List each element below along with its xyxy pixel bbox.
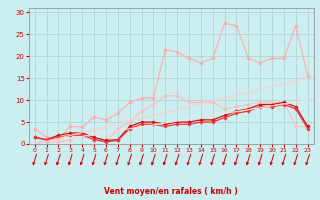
Text: Vent moyen/en rafales ( km/h ): Vent moyen/en rafales ( km/h ): [104, 187, 238, 196]
